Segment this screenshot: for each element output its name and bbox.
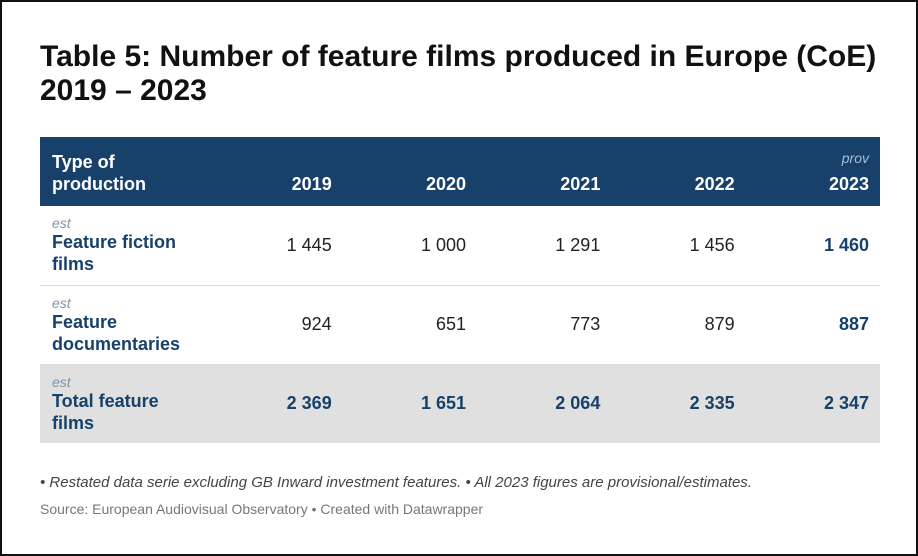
provisional-label: prov <box>841 150 869 166</box>
table-cell: 1 291 <box>555 234 601 255</box>
table-row: est Feature documentaries 924 651 773 87… <box>40 285 880 364</box>
table-cell: 1 456 <box>689 234 735 255</box>
data-table: Type of production 2019 2020 2021 2022 p… <box>40 137 880 443</box>
estimate-label: est <box>52 373 71 390</box>
table-title: Table 5: Number of feature films produce… <box>40 40 877 107</box>
source-line: Source: European Audiovisual Observatory… <box>40 501 484 517</box>
table-cell-2023: 2 347 <box>823 393 869 414</box>
total-row: est Total feature films 2 369 1 651 2 06… <box>40 364 880 443</box>
table-row: est Feature fiction films 1 445 1 000 1 … <box>40 206 880 285</box>
table-cell: 2 369 <box>286 393 332 414</box>
table-cell: 1 651 <box>420 393 467 414</box>
column-header-2020: 2020 <box>425 174 467 194</box>
table-cell: 773 <box>570 314 601 334</box>
table-cell-2023: 1 460 <box>823 234 869 255</box>
column-header-type: Type of production <box>52 152 146 194</box>
table-cell: 2 064 <box>555 393 601 414</box>
column-header-2021: 2021 <box>560 174 601 194</box>
row-label-cell: est Feature fiction films <box>40 206 208 285</box>
footnote: • Restated data serie excluding GB Inwar… <box>40 474 752 491</box>
header-row: Type of production 2019 2020 2021 2022 p… <box>40 137 880 206</box>
column-header-2023-label: 2023 <box>828 174 869 194</box>
table-cell: 651 <box>435 314 467 334</box>
table-cell-2023: 887 <box>838 314 869 334</box>
table-cell: 1 445 <box>286 234 332 255</box>
row-label-fiction: Feature fiction films <box>52 232 177 275</box>
column-header-2023: prov 2023 <box>746 137 880 206</box>
estimate-label: est <box>52 294 71 311</box>
table-cell: 1 000 <box>420 234 467 255</box>
row-label-cell: est Feature documentaries <box>40 285 208 364</box>
row-label-total: Total feature films <box>52 390 159 433</box>
table-cell: 879 <box>704 314 735 334</box>
row-label-documentaries: Feature documentaries <box>52 311 181 354</box>
table-cell: 2 335 <box>689 393 735 414</box>
column-header-2022: 2022 <box>694 174 735 194</box>
table-cell: 924 <box>301 314 332 334</box>
column-header-2019: 2019 <box>291 174 332 194</box>
estimate-label: est <box>52 215 71 232</box>
row-label-cell: est Total feature films <box>40 364 208 443</box>
